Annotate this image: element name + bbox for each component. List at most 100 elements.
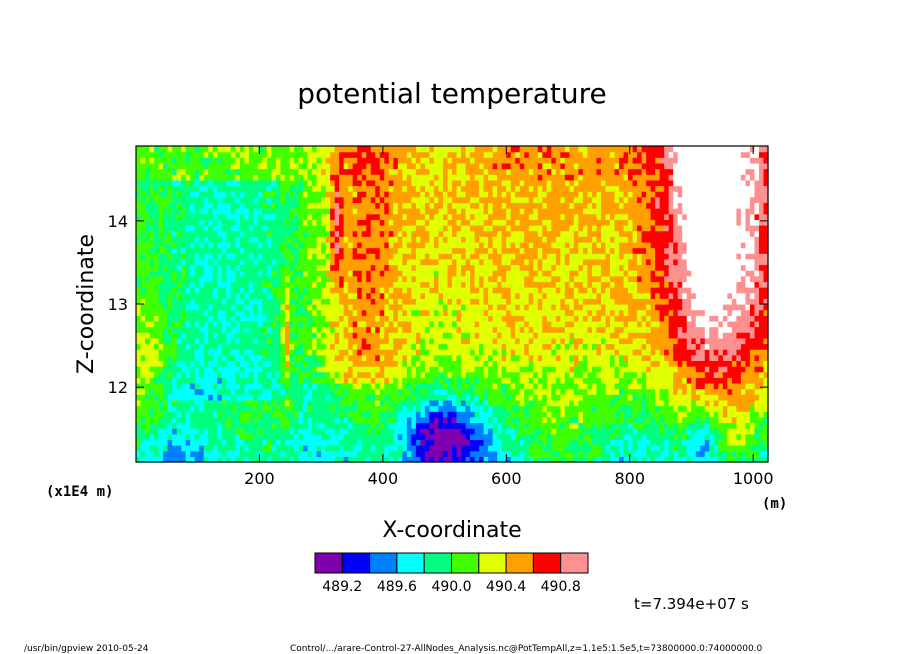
field-cell bbox=[424, 399, 431, 407]
field-cell bbox=[303, 270, 309, 277]
field-cell bbox=[470, 298, 476, 305]
field-cell bbox=[239, 337, 245, 345]
field-cell bbox=[271, 309, 277, 316]
field-cell bbox=[262, 326, 268, 333]
field-cell bbox=[275, 202, 282, 209]
field-cell bbox=[253, 315, 259, 322]
field-cell bbox=[406, 253, 412, 260]
field-cell bbox=[280, 360, 286, 367]
field-cell bbox=[194, 298, 200, 305]
field-cell bbox=[497, 196, 503, 204]
field-cell bbox=[271, 433, 277, 441]
field-cell bbox=[474, 394, 480, 401]
field-cell bbox=[370, 146, 376, 153]
field-cell bbox=[257, 191, 263, 198]
field-cell bbox=[199, 219, 205, 226]
field-cell bbox=[447, 162, 453, 170]
field-cell bbox=[208, 298, 214, 305]
field-cell bbox=[483, 428, 489, 435]
field-cell bbox=[433, 445, 440, 452]
field-cell bbox=[307, 456, 313, 463]
field-cell bbox=[230, 422, 236, 429]
field-cell bbox=[429, 371, 435, 378]
field-cell bbox=[226, 332, 232, 339]
field-cell bbox=[452, 383, 458, 390]
field-cell bbox=[172, 428, 178, 435]
field-cell bbox=[524, 377, 530, 384]
field-cell bbox=[145, 416, 151, 424]
field-cell bbox=[420, 275, 426, 283]
field-cell bbox=[154, 456, 160, 463]
field-cell bbox=[361, 309, 367, 316]
field-cell bbox=[501, 320, 507, 328]
field-cell bbox=[388, 196, 394, 204]
field-cell bbox=[235, 258, 241, 266]
field-cell bbox=[366, 411, 372, 418]
field-cell bbox=[289, 253, 295, 260]
field-cell bbox=[533, 422, 539, 429]
field-cell bbox=[266, 202, 273, 209]
field-cell bbox=[158, 185, 164, 192]
field-cell bbox=[221, 151, 227, 158]
field-cell bbox=[510, 337, 516, 345]
field-cell bbox=[235, 366, 241, 373]
field-cell bbox=[163, 253, 169, 260]
field-cell bbox=[203, 433, 209, 441]
field-cell bbox=[397, 174, 403, 181]
field-cell bbox=[244, 298, 250, 305]
field-cell bbox=[136, 349, 142, 356]
field-cell bbox=[154, 399, 160, 407]
field-cell bbox=[397, 236, 403, 243]
field-cell bbox=[506, 388, 512, 395]
field-cell bbox=[357, 399, 363, 407]
field-cell bbox=[470, 174, 476, 181]
field-cell bbox=[375, 247, 381, 254]
field-cell bbox=[158, 202, 164, 209]
field-cell bbox=[167, 315, 173, 322]
field-cell bbox=[294, 236, 300, 243]
field-cell bbox=[321, 225, 327, 232]
field-cell bbox=[506, 371, 512, 378]
field-cell bbox=[420, 287, 426, 294]
field-cell bbox=[461, 332, 467, 339]
field-cell bbox=[420, 270, 426, 277]
field-cell bbox=[537, 439, 543, 446]
field-cell bbox=[474, 213, 480, 220]
field-cell bbox=[185, 213, 191, 220]
field-cell bbox=[145, 264, 151, 271]
field-cell bbox=[397, 337, 403, 345]
field-cell bbox=[470, 337, 476, 345]
field-cell bbox=[244, 349, 250, 356]
field-cell bbox=[415, 366, 421, 373]
field-cell bbox=[149, 281, 155, 288]
field-cell bbox=[479, 371, 485, 378]
field-cell bbox=[199, 377, 205, 384]
field-cell bbox=[289, 349, 295, 356]
field-cell bbox=[154, 366, 160, 373]
field-cell bbox=[275, 377, 282, 384]
field-cell bbox=[343, 343, 349, 350]
field-cell bbox=[321, 191, 327, 198]
field-cell bbox=[339, 258, 345, 266]
field-cell bbox=[303, 332, 309, 339]
field-cell bbox=[397, 208, 403, 215]
field-cell bbox=[533, 219, 539, 226]
field-cell bbox=[361, 241, 367, 249]
field-cell bbox=[388, 213, 394, 220]
field-cell bbox=[275, 146, 282, 153]
field-cell bbox=[321, 196, 327, 204]
field-cell bbox=[334, 326, 340, 333]
field-cell bbox=[429, 343, 435, 350]
field-cell bbox=[230, 304, 236, 311]
field-cell bbox=[510, 191, 516, 198]
field-cell bbox=[217, 162, 223, 170]
field-cell bbox=[528, 411, 534, 418]
field-cell bbox=[203, 191, 209, 198]
field-cell bbox=[528, 258, 534, 266]
field-cell bbox=[456, 315, 462, 322]
field-cell bbox=[226, 399, 232, 407]
field-cell bbox=[474, 179, 480, 187]
field-cell bbox=[474, 309, 480, 316]
field-cell bbox=[433, 309, 440, 316]
field-cell bbox=[280, 151, 286, 158]
